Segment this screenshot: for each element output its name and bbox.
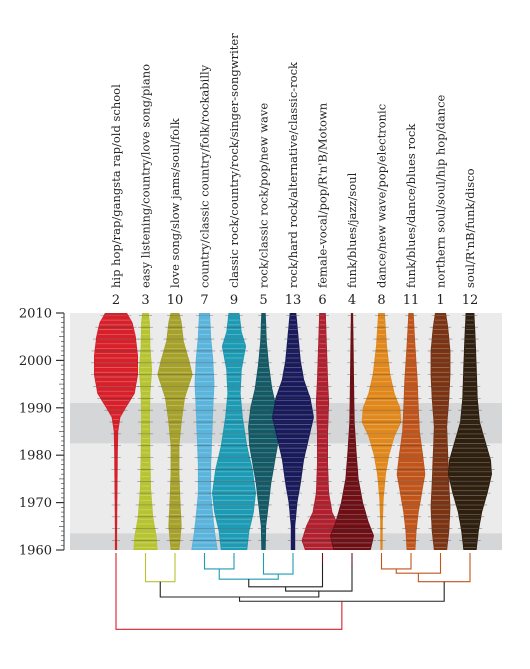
genre-label: dance/new wave/pop/electronic — [375, 104, 389, 288]
violin-12 — [427, 313, 454, 550]
rank-label: 12 — [462, 293, 479, 308]
rank-label: 4 — [348, 293, 356, 308]
genre-label: funk/blues/jazz/soul — [345, 172, 359, 288]
genre-label: funk/blues/dance/blues rock — [404, 123, 418, 288]
violin-2 — [131, 313, 160, 550]
genre-label: female-vocal/pop/R'n'B/Motown — [316, 102, 330, 288]
violin-4 — [189, 313, 220, 550]
rank-label: 3 — [141, 293, 149, 308]
y-tick-label: 2000 — [19, 354, 52, 369]
y-tick-label: 1970 — [19, 496, 52, 511]
violin-8 — [298, 313, 347, 550]
violin-body — [448, 313, 492, 550]
violin-body — [157, 313, 193, 550]
rank-label: 8 — [377, 293, 385, 308]
rank-label: 5 — [259, 293, 267, 308]
violin-1 — [91, 313, 141, 550]
dendrogram-link — [417, 563, 471, 583]
violin-body — [248, 313, 279, 550]
genre-label: rock/hard rock/alternative/classic-rock — [286, 61, 300, 288]
genre-label: classic rock/country/rock/singer-songwri… — [227, 33, 241, 288]
dendrogram-link — [248, 563, 324, 588]
violin-body — [133, 313, 158, 550]
dendrogram-link — [203, 563, 235, 570]
violin-10 — [358, 313, 405, 550]
violin-body — [430, 313, 451, 550]
genre-label: rock/classic rock/pop/new wave — [257, 103, 271, 288]
violin-body — [361, 313, 402, 550]
violin-7 — [270, 313, 316, 550]
rank-label: 6 — [318, 293, 326, 308]
dendrogram-link — [115, 563, 343, 630]
genre-label: hip hop/rap/gangsta rap/old school — [109, 84, 123, 288]
rank-label: 10 — [167, 293, 184, 308]
genre-label: easy listening/country/love song/piano — [139, 64, 153, 288]
violin-body — [94, 313, 138, 550]
y-tick-label: 2010 — [19, 307, 52, 322]
dendrogram-link — [380, 563, 412, 570]
rank-label: 9 — [230, 293, 238, 308]
violin-body — [330, 313, 374, 550]
genre-label: northern soul/soul/hip hop/dance — [434, 94, 448, 288]
violin-13 — [445, 313, 495, 550]
violin-body — [191, 313, 218, 550]
violin-9 — [328, 313, 376, 550]
dendrogram-link — [395, 563, 442, 574]
violin-body — [272, 313, 314, 550]
dendrogram-link — [159, 581, 320, 598]
genre-label: country/classic country/folk/rockabilly — [198, 64, 212, 288]
y-tick-label: 1960 — [19, 544, 52, 559]
y-tick-label: 1990 — [19, 401, 52, 416]
dendrogram-link — [144, 563, 176, 583]
y-tick-label: 1980 — [19, 449, 52, 464]
violin-5 — [209, 313, 259, 550]
dendrogram-link — [262, 563, 294, 575]
rank-label: 13 — [285, 293, 302, 308]
genre-label: soul/R'nB/funk/disco — [463, 168, 477, 288]
violin-body — [212, 313, 256, 550]
violin-6 — [245, 313, 282, 550]
rank-label: 1 — [436, 293, 444, 308]
rank-label: 11 — [403, 293, 420, 308]
genre-label: love song/slow jams/soul/folk — [168, 117, 182, 288]
violin-3 — [154, 313, 196, 550]
violin-body — [396, 313, 426, 550]
violin-11 — [394, 313, 428, 550]
violin-body — [301, 313, 344, 550]
rank-label: 2 — [112, 293, 120, 308]
rank-label: 7 — [200, 293, 208, 308]
